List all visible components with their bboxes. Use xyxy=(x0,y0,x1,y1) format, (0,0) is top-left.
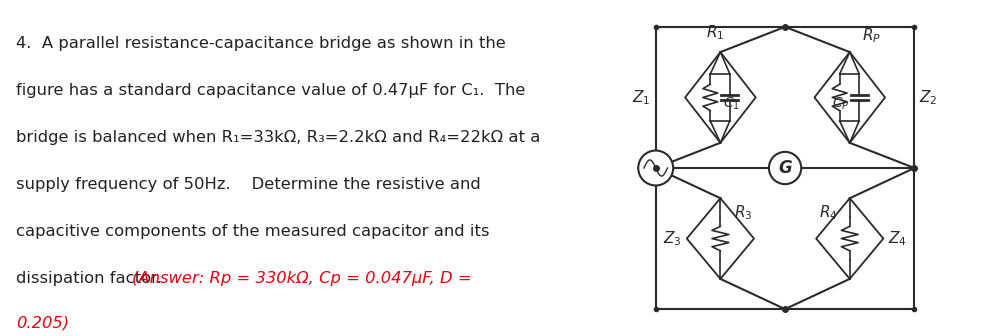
Circle shape xyxy=(638,151,673,185)
Text: capacitive components of the measured capacitor and its: capacitive components of the measured ca… xyxy=(16,224,490,239)
Text: $C_1$: $C_1$ xyxy=(723,96,740,112)
Text: $Z_1$: $Z_1$ xyxy=(632,88,651,107)
Text: bridge is balanced when R₁=33kΩ, R₃=2.2kΩ and R₄=22kΩ at a: bridge is balanced when R₁=33kΩ, R₃=2.2k… xyxy=(16,130,540,145)
Text: figure has a standard capacitance value of 0.47μF for C₁.  The: figure has a standard capacitance value … xyxy=(16,83,526,98)
Text: $R_3$: $R_3$ xyxy=(734,203,752,222)
Text: dissipation factor.: dissipation factor. xyxy=(16,271,167,286)
Text: supply frequency of 50Hz.    Determine the resistive and: supply frequency of 50Hz. Determine the … xyxy=(16,177,481,192)
Circle shape xyxy=(769,152,801,184)
Text: $Z_2$: $Z_2$ xyxy=(920,88,938,107)
Text: $Z_4$: $Z_4$ xyxy=(888,229,907,248)
Text: 0.205): 0.205) xyxy=(16,315,69,330)
Text: 4.  A parallel resistance-capacitance bridge as shown in the: 4. A parallel resistance-capacitance bri… xyxy=(16,36,506,51)
Text: G: G xyxy=(779,159,792,177)
Text: $R_4$: $R_4$ xyxy=(819,203,838,222)
Text: $R_1$: $R_1$ xyxy=(706,23,724,42)
Text: $Z_3$: $Z_3$ xyxy=(663,229,682,248)
Text: $R_P$: $R_P$ xyxy=(862,27,880,45)
Text: (Answer: Rp = 330kΩ, Cp = 0.047μF, D =: (Answer: Rp = 330kΩ, Cp = 0.047μF, D = xyxy=(132,271,472,286)
Text: $C_P$: $C_P$ xyxy=(832,96,850,112)
